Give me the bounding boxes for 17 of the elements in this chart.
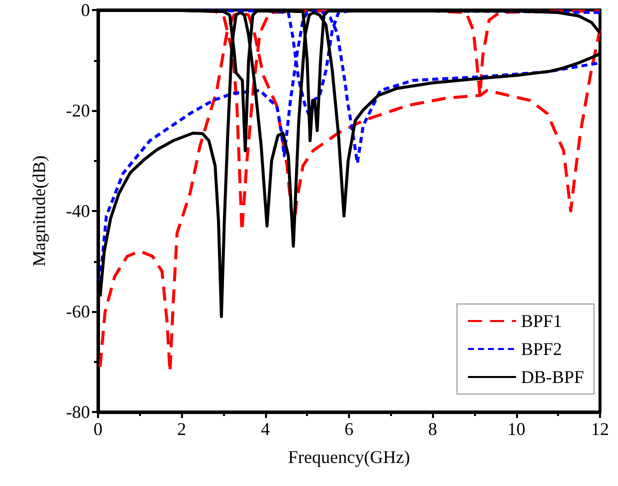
x-tick-label: 0 — [94, 419, 102, 439]
y-axis-title: Magnitude(dB) — [29, 156, 49, 266]
legend-label: BPF2 — [520, 339, 562, 359]
y-tick-label: 0 — [81, 0, 90, 20]
legend-label: BPF1 — [520, 311, 562, 331]
y-tick-label: -40 — [66, 201, 90, 221]
x-tick-label: 2 — [177, 419, 186, 439]
x-tick-label: 8 — [428, 419, 438, 439]
x-tick-label: 6 — [344, 419, 354, 439]
x-tick-label: 12 — [591, 419, 609, 439]
x-tick-label: 10 — [507, 419, 526, 439]
x-tick-label: 4 — [260, 419, 270, 439]
y-tick-label: -60 — [66, 302, 90, 322]
legend-label: DB-BPF — [520, 367, 584, 387]
x-axis-title: Frequency(GHz) — [288, 447, 410, 467]
y-tick-label: -80 — [66, 402, 90, 422]
y-tick-label: -20 — [66, 100, 90, 120]
